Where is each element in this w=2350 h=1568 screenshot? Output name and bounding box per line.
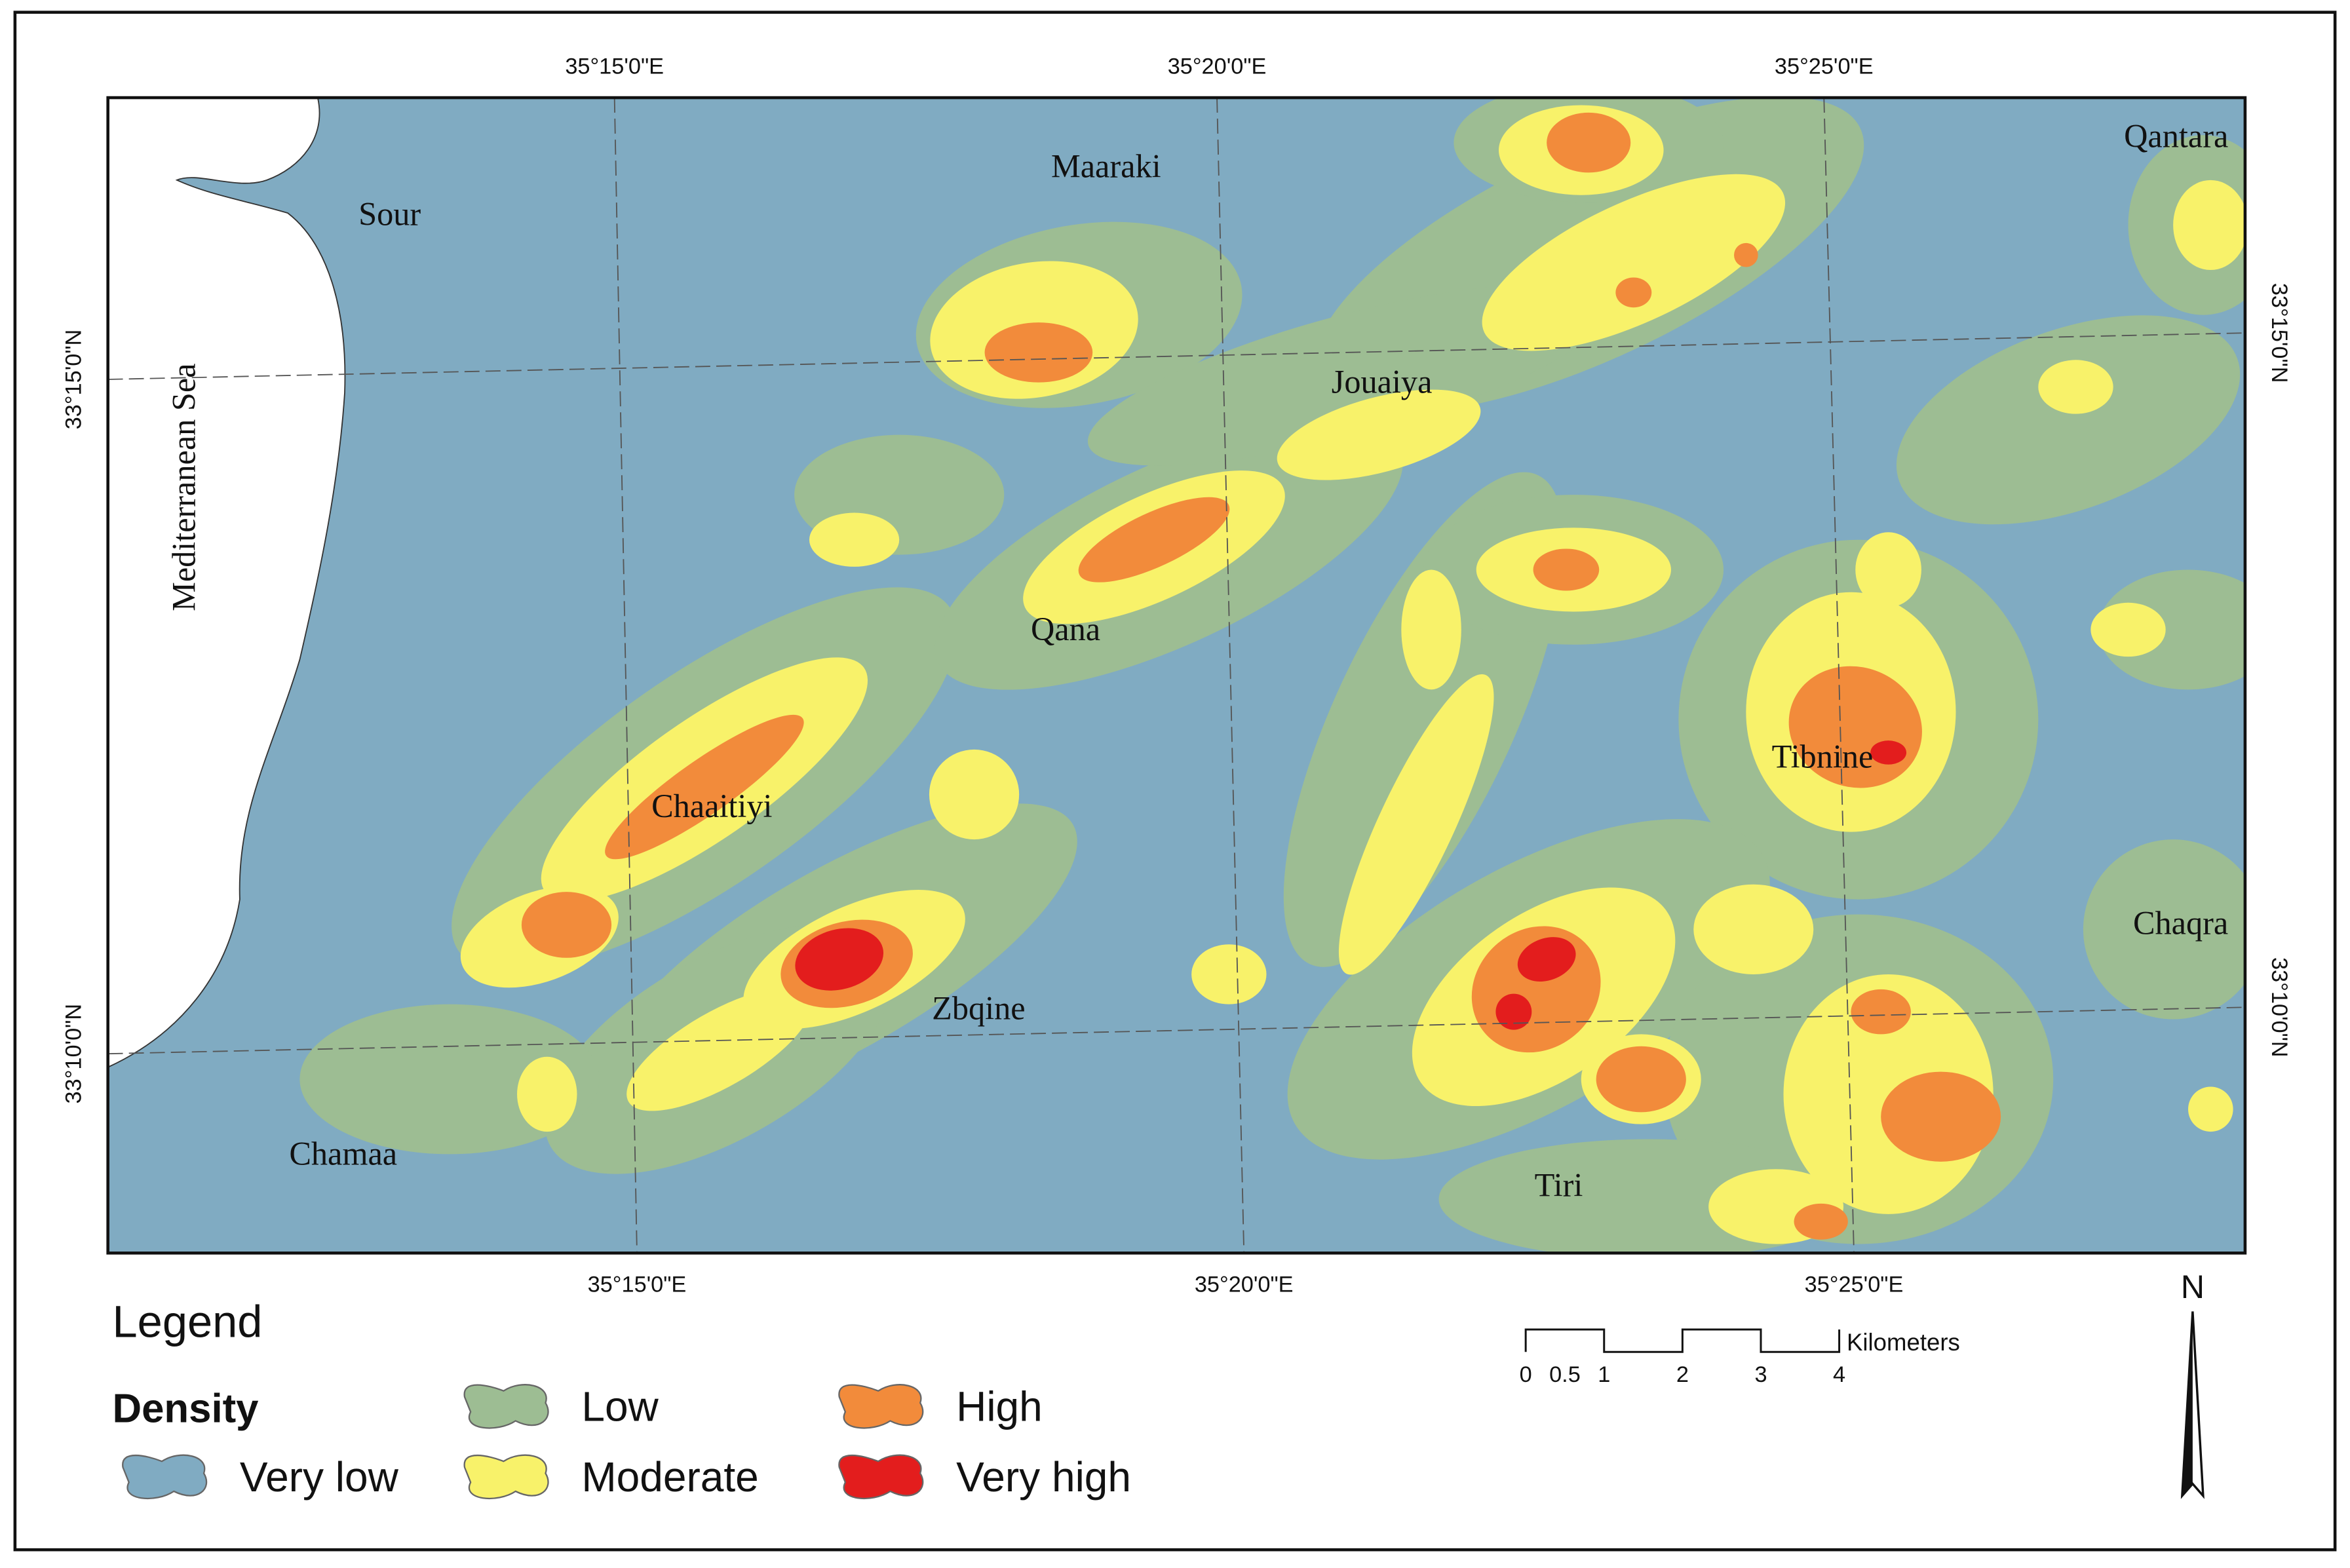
graticule [107, 98, 2245, 1253]
place-label: Maaraki [1051, 147, 1161, 184]
graticule-label: 35°20'0"E [1168, 54, 1267, 79]
density-area [2090, 602, 2166, 657]
density-area [1533, 548, 1600, 591]
density-area [1851, 989, 1911, 1035]
scale-tick-label: 0.5 [1549, 1362, 1581, 1387]
sea-label: Mediterranean Sea [165, 363, 202, 611]
density-area [1855, 532, 1921, 607]
legend-label: Very low [240, 1453, 399, 1501]
legend-swatch [838, 1384, 924, 1429]
place-label: Tiri [1535, 1167, 1583, 1204]
graticule-label: 35°25'0"E [1805, 1272, 1904, 1297]
scale-bar-line [1524, 1328, 1841, 1353]
density-area [2083, 839, 2245, 1020]
legend-title: Legend [113, 1296, 263, 1347]
density-area [1547, 112, 1631, 173]
scale-tick-label: 1 [1598, 1362, 1610, 1387]
density-area [1734, 242, 1758, 267]
density-area [1870, 740, 1907, 765]
place-label: Chaaitiyi [651, 788, 772, 824]
place-label: Qantara [2124, 118, 2228, 155]
legend-swatch [122, 1454, 208, 1499]
density-area [2098, 569, 2245, 690]
density-area [605, 714, 804, 860]
density-area [1596, 1046, 1686, 1113]
legend-swatch [463, 1384, 549, 1429]
density-area [1277, 389, 1481, 480]
graticule-label: 35°20'0"E [1195, 1272, 1294, 1297]
place-labels: Sour Maaraki Qantara Jouaiya Qana Tibnine Chaa… [289, 118, 2228, 1204]
scale-tick-label: 2 [1676, 1362, 1689, 1387]
legend-label: Very high [956, 1453, 1131, 1501]
density-area [984, 322, 1093, 383]
density-area [929, 749, 1020, 840]
graticule-label: 35°15'0"E [588, 1272, 687, 1297]
density-area [795, 928, 884, 991]
place-label: Qana [1031, 611, 1100, 647]
density-area [1482, 174, 1786, 351]
meridian [613, 98, 638, 1253]
place-label: Jouaiya [1332, 364, 1433, 400]
density-area [1517, 937, 1576, 982]
place-label: Chaqra [2133, 904, 2228, 941]
place-label: Tibnine [1772, 738, 1874, 774]
place-label: Sour [358, 196, 421, 233]
density-area [2173, 180, 2245, 271]
legend: Very low Low Moderate High Very high [122, 1383, 1131, 1501]
legend-label: Moderate [581, 1453, 758, 1501]
meridian [1823, 98, 1855, 1253]
density-area [2038, 360, 2113, 414]
density-area [1881, 1071, 2001, 1162]
legend-heading: Density [113, 1386, 259, 1432]
place-label: Zbqine [932, 990, 1025, 1027]
scale-tick-label: 4 [1833, 1362, 1845, 1387]
graticule-label: 33°10'0"N [61, 1004, 86, 1104]
density-area [1078, 497, 1230, 583]
density-area [1087, 284, 1610, 466]
graticule-label: 33°15'0"N [61, 330, 86, 430]
legend-swatch [463, 1454, 549, 1499]
north-label: N [2181, 1268, 2205, 1305]
scale-tick-label: 0 [1520, 1362, 1532, 1387]
density-area [1495, 993, 1532, 1030]
graticule-label: 35°25'0"E [1775, 54, 1874, 79]
meridian [1216, 98, 1245, 1253]
place-label: Chamaa [289, 1136, 397, 1172]
map-body [107, 98, 2245, 1253]
map-frame [106, 96, 2247, 1255]
density-area [1338, 674, 1494, 975]
density-area [1191, 944, 1267, 1004]
density-area [517, 1056, 577, 1132]
density-area [1794, 1203, 1848, 1240]
density-area [1615, 277, 1652, 308]
legend-label: High [956, 1383, 1043, 1430]
sea [107, 98, 346, 1068]
scale-tick-label: 3 [1754, 1362, 1767, 1387]
density-area [1896, 315, 2241, 525]
density-area [626, 987, 813, 1111]
density-areas [299, 98, 2245, 1253]
north-arrow: N [2181, 1268, 2205, 1499]
density-area [809, 512, 900, 567]
graticule-label: 35°15'0"E [565, 54, 664, 79]
density-area [1401, 569, 1461, 690]
density-area [521, 892, 612, 958]
legend-swatch [838, 1454, 924, 1499]
density-area [1693, 884, 1814, 974]
density-area [2188, 1086, 2233, 1132]
graticule-label: 33°10'0"N [2267, 957, 2292, 1058]
graticule-label: 33°15'0"N [2267, 283, 2292, 383]
legend-label: Low [581, 1383, 659, 1430]
scale-unit: Kilometers [1847, 1329, 1960, 1356]
graticule-labels: 35°15'0"E 35°20'0"E 35°25'0"E 35°15'0"E 35°2… [61, 54, 2292, 1297]
